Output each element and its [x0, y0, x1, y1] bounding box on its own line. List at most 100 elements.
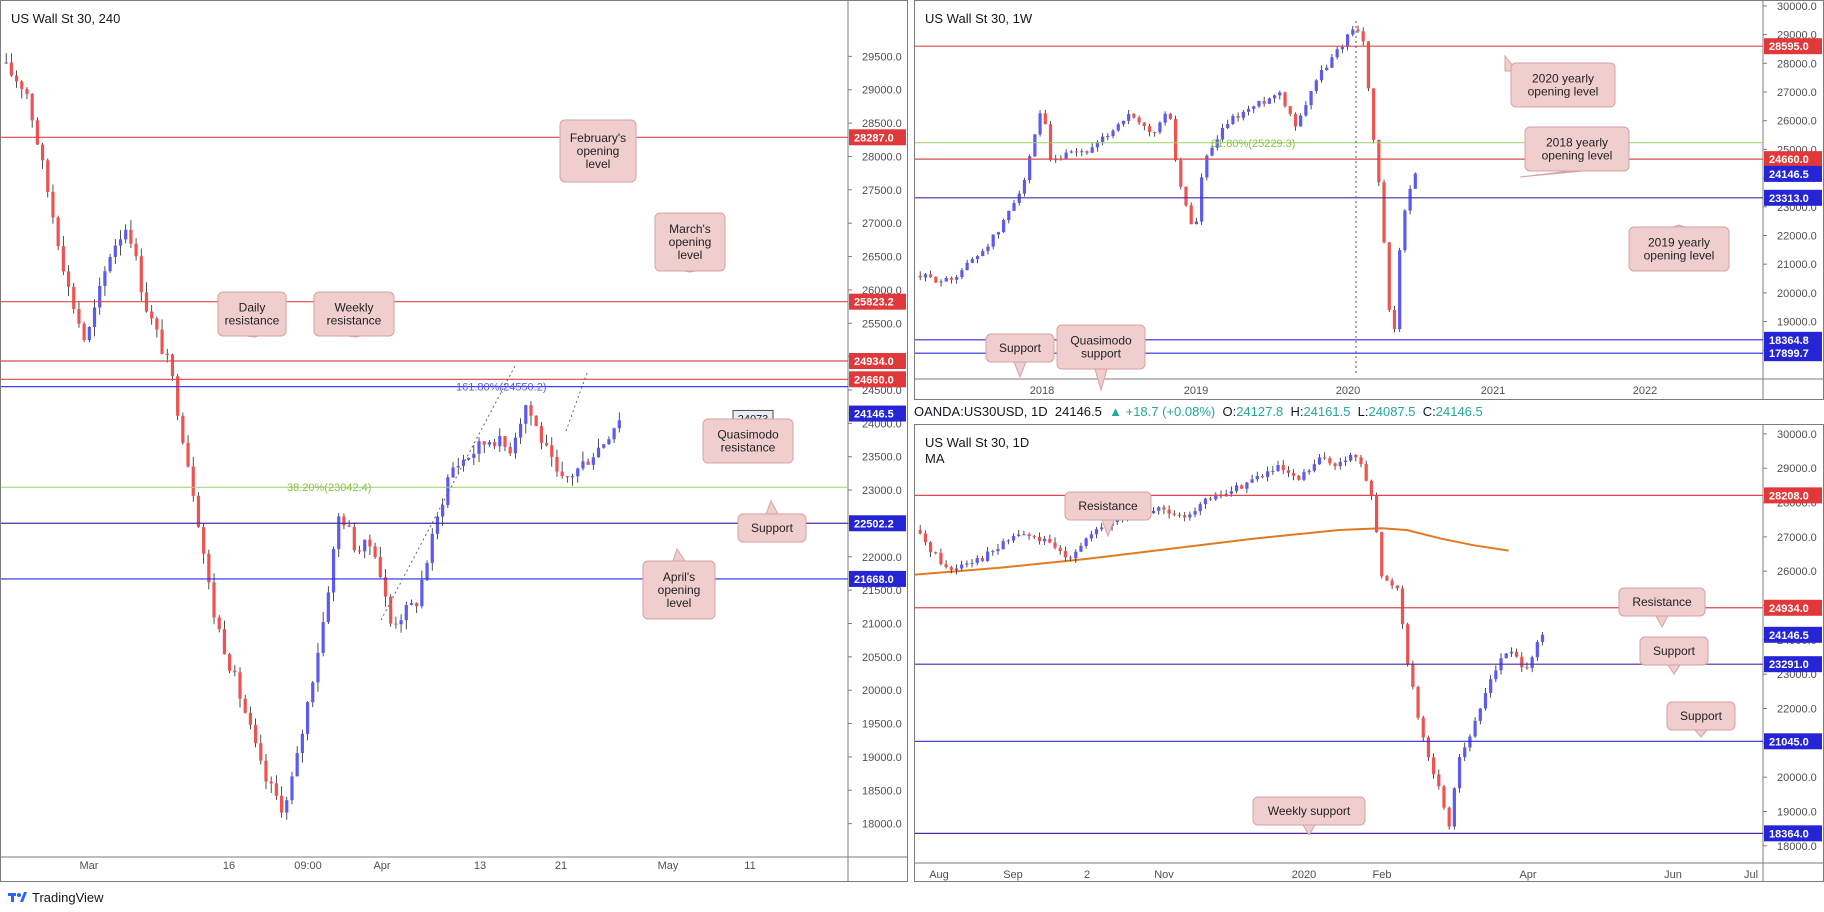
candle-body	[1106, 136, 1110, 138]
candle-body	[316, 652, 320, 683]
callout-box	[1618, 587, 1706, 617]
candle-body	[1173, 118, 1178, 161]
candle-body	[1452, 788, 1456, 827]
callout[interactable]: Support	[737, 499, 807, 543]
candle-body	[1011, 536, 1016, 541]
callout[interactable]: Resistance	[1064, 491, 1152, 538]
fib-level-label: 61.80%(25229.3)	[1211, 138, 1295, 150]
daily-chart-panel[interactable]: 30000.029000.028000.027000.026000.025000…	[914, 424, 1824, 882]
candle-body	[269, 781, 273, 784]
callout-text: 2019 yearly	[1648, 236, 1710, 250]
candle-body	[1372, 88, 1376, 140]
y-tick-label: 26000.0	[1777, 566, 1817, 578]
candle-body	[534, 415, 538, 426]
y-tick-label: 22000.0	[1777, 704, 1817, 716]
candle-body	[1068, 557, 1073, 559]
callout-box	[559, 119, 637, 183]
ohlc-open-label: O:	[1222, 404, 1237, 419]
candle-body	[321, 622, 325, 653]
callout-text: resistance	[327, 314, 382, 328]
callout[interactable]: Resistance	[1618, 587, 1706, 629]
candle-body	[1048, 538, 1052, 543]
candle-body	[1215, 139, 1219, 148]
callout[interactable]: Support	[1639, 636, 1709, 675]
candle-body	[420, 579, 424, 607]
weekly-chart-svg[interactable]: 30000.029000.028000.027000.026000.025000…	[915, 1, 1824, 400]
price-tag	[1764, 656, 1822, 673]
callout-pointer	[1693, 729, 1709, 738]
y-tick-label: 23000.0	[862, 485, 902, 497]
candle-body	[1064, 152, 1068, 159]
candle-body	[1100, 527, 1104, 530]
candle-body	[596, 447, 601, 458]
callout-box	[985, 333, 1055, 363]
callout-text: Resistance	[1632, 595, 1692, 609]
candle-body	[591, 457, 595, 465]
candle-body	[40, 144, 45, 161]
tradingview-brand[interactable]: TradingView	[8, 890, 104, 905]
tradingview-logo-icon	[8, 892, 27, 902]
candle-body	[1354, 454, 1358, 458]
callout-text: support	[1081, 347, 1122, 361]
callout-text: Quasimodo	[717, 428, 779, 442]
callout[interactable]: Support	[985, 333, 1055, 379]
daily-chart-svg[interactable]: 30000.029000.028000.027000.026000.025000…	[915, 425, 1824, 882]
h4-chart-panel[interactable]: 29500.0 29000.0 28500.0 28000.0 27500.0 27000…	[0, 0, 908, 882]
candle-body	[602, 444, 606, 448]
candle-body	[529, 405, 533, 416]
price-tag-label: 21045.0	[1769, 736, 1809, 748]
candle-body	[170, 354, 175, 377]
candle-body	[1359, 457, 1363, 465]
callout-text: April's	[663, 570, 695, 584]
candle-body	[1153, 132, 1157, 134]
h4-chart-svg[interactable]: 29500.0 29000.0 28500.0 28000.0 27500.0 27000…	[1, 1, 908, 882]
candle-body	[1494, 670, 1498, 680]
candle-body	[498, 436, 502, 447]
candle-body	[1340, 46, 1344, 50]
candle-body	[576, 468, 580, 477]
weekly-chart-panel[interactable]: 30000.0 29000.0 28000.0 27000.0 26000.0 25000…	[914, 0, 1824, 400]
candle-body	[1158, 122, 1162, 133]
candle-body	[1504, 653, 1508, 659]
candle-body	[555, 456, 559, 472]
candle-body	[965, 563, 969, 565]
candle-body	[389, 596, 393, 624]
candle-body	[1231, 115, 1235, 125]
candle-body	[586, 461, 590, 465]
callout-text: level	[667, 596, 692, 610]
callout-pointer	[1667, 664, 1681, 675]
y-tick-label: 30000.0	[1777, 1, 1817, 13]
callout[interactable]: Support	[1666, 701, 1736, 738]
candle-body	[1361, 31, 1365, 42]
candle-body	[66, 271, 71, 287]
candle-body	[1147, 126, 1152, 133]
candle-body	[1299, 115, 1303, 127]
candle-body	[311, 682, 315, 703]
candle-body	[1328, 458, 1332, 464]
candle-body	[1271, 470, 1275, 472]
candle-body	[1416, 686, 1420, 718]
candle-body	[331, 549, 336, 593]
x-tick-label: 16	[223, 860, 235, 872]
callout[interactable]: Weekly support	[1252, 796, 1366, 836]
candle-body	[1351, 29, 1355, 35]
candle-body	[134, 243, 138, 257]
candle-body	[1380, 532, 1384, 577]
fib-trend-line	[380, 363, 517, 621]
candle-body	[1302, 472, 1306, 480]
candle-body	[524, 405, 528, 424]
candle-body	[446, 477, 450, 506]
candle-body	[1309, 91, 1313, 106]
price-tag	[1764, 599, 1822, 616]
candle-body	[934, 276, 938, 283]
